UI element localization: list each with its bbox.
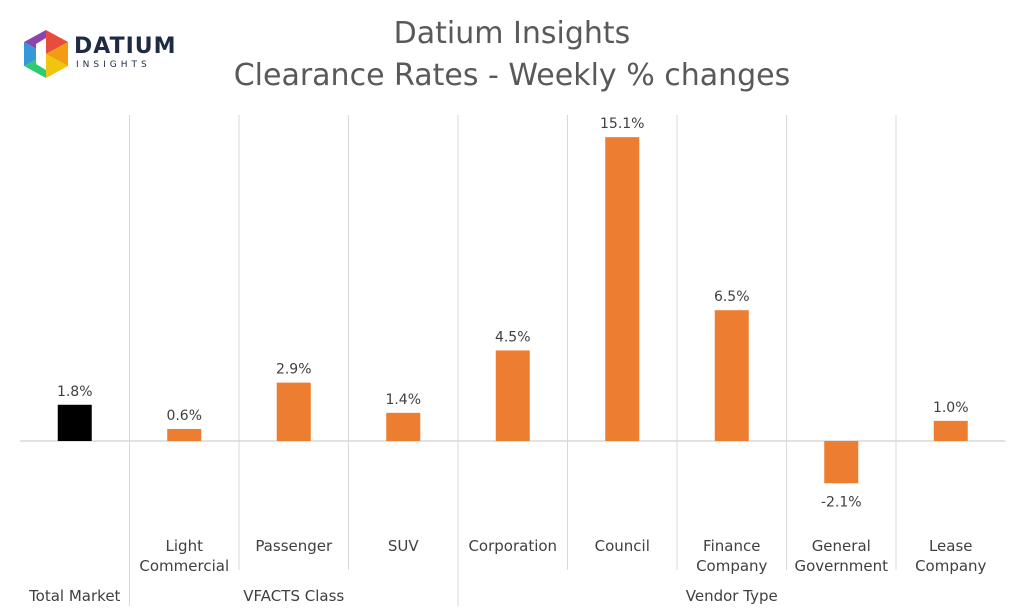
logo-wordmark: DATIUM <box>74 34 177 59</box>
data-label: 4.5% <box>495 329 531 345</box>
data-label: 1.0% <box>933 400 969 416</box>
bar <box>824 441 859 484</box>
bar <box>386 412 421 441</box>
category-label: Council <box>595 537 650 555</box>
category-label: Company <box>915 557 986 575</box>
category-label: Company <box>696 557 767 575</box>
data-label: 15.1% <box>600 116 644 132</box>
category-label: Commercial <box>139 557 229 575</box>
data-label: 1.8% <box>57 384 93 400</box>
category-label: Corporation <box>468 537 557 555</box>
data-label: 1.4% <box>385 392 421 408</box>
group-label: Vendor Type <box>686 587 778 605</box>
datium-logo-icon <box>24 30 68 78</box>
category-label: Lease <box>929 537 973 555</box>
chart-subtitle: Clearance Rates - Weekly % changes <box>233 58 791 93</box>
category-label: SUV <box>388 537 420 555</box>
bar <box>933 420 968 441</box>
bar <box>57 404 92 441</box>
category-label: General <box>812 537 871 555</box>
bar <box>605 137 640 441</box>
data-label: 0.6% <box>166 408 202 424</box>
category-label: Total Market <box>28 587 120 605</box>
category-label: Government <box>794 557 888 575</box>
data-label: 6.5% <box>714 289 750 305</box>
bar <box>714 310 749 441</box>
bar <box>167 428 202 441</box>
datium-logo: DATIUM INSIGHTS <box>22 28 176 80</box>
bar <box>495 350 530 441</box>
data-label: -2.1% <box>821 494 862 510</box>
logo-subtext: INSIGHTS <box>76 60 151 70</box>
data-label: 2.9% <box>276 362 312 378</box>
category-label: Light <box>166 537 204 555</box>
category-label: Finance <box>703 537 760 555</box>
chart-title: Datium Insights <box>393 16 631 51</box>
bar <box>276 382 311 441</box>
category-label: Passenger <box>255 537 333 555</box>
group-label: VFACTS Class <box>243 587 344 605</box>
